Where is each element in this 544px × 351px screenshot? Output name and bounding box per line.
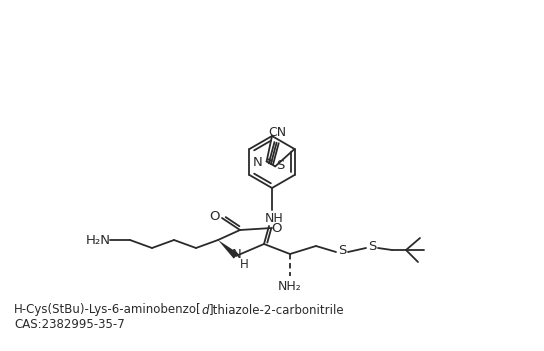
Text: H: H: [239, 258, 249, 271]
Text: S: S: [338, 245, 346, 258]
Text: ]thiazole-2-carbonitrile: ]thiazole-2-carbonitrile: [209, 304, 345, 317]
Text: d: d: [202, 304, 209, 317]
Text: CN: CN: [269, 126, 287, 139]
Text: N: N: [253, 156, 262, 169]
Text: H₂N: H₂N: [85, 233, 110, 246]
Text: NH₂: NH₂: [278, 280, 302, 293]
Text: O: O: [209, 211, 219, 224]
Text: N: N: [232, 247, 242, 260]
Text: S: S: [368, 240, 376, 253]
Polygon shape: [218, 240, 238, 259]
Text: H-Cys(StBu)-Lys-6-aminobenzo[: H-Cys(StBu)-Lys-6-aminobenzo[: [14, 304, 202, 317]
Text: CAS:2382995-35-7: CAS:2382995-35-7: [14, 318, 125, 331]
Text: O: O: [271, 223, 281, 236]
Text: S: S: [276, 159, 285, 172]
Text: NH: NH: [264, 212, 283, 225]
